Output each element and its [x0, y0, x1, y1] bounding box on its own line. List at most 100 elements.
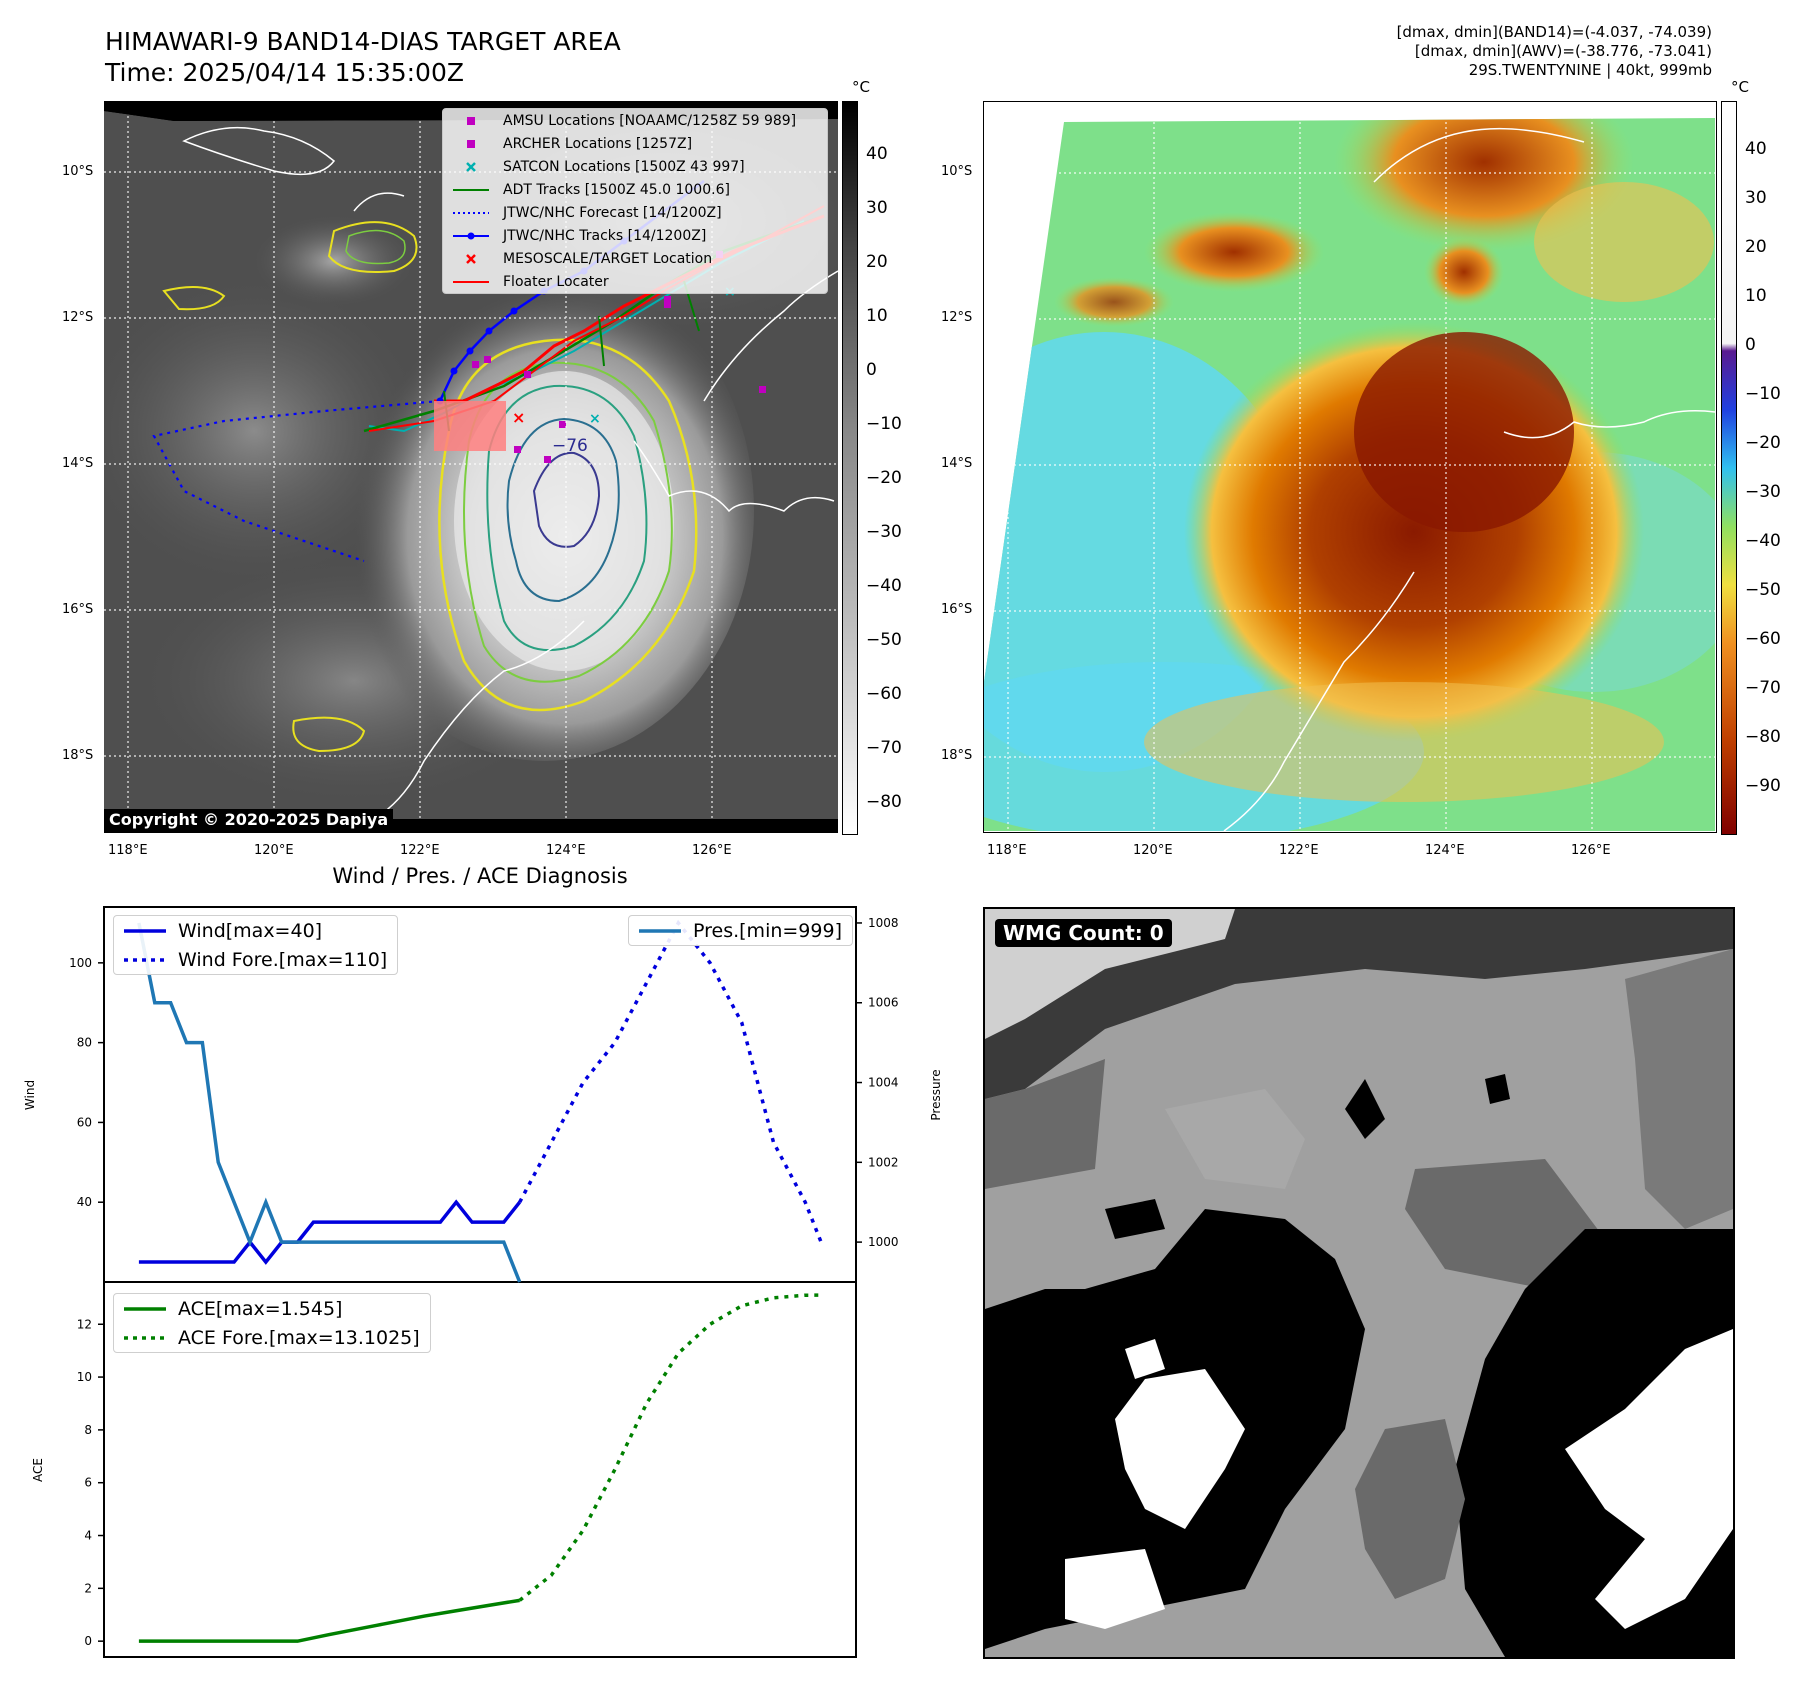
center-temperature-label: −76: [552, 436, 588, 456]
svg-text:×: ×: [589, 411, 601, 427]
figure-title: HIMAWARI-9 BAND14-DIAS TARGET AREA Time:…: [105, 26, 621, 88]
wind-series-forecast: [518, 919, 823, 1243]
ir-legend-swatch: [451, 206, 491, 220]
wind-series-observed: [138, 1199, 522, 1265]
ir-colorbar-unit: °C: [852, 78, 870, 96]
ir-colorbar-ticks: 40 30 20 10 0 −10 −20 −30 −40 −50 −60 −70 −80: [866, 101, 926, 833]
ir-colorbar-tick: 20: [866, 252, 888, 272]
awv-colorbar: [1721, 101, 1737, 835]
pressure-legend: Pres.[min=999]: [628, 915, 853, 946]
wind-ytick-label: 80: [77, 1036, 92, 1050]
wind-ytick-label: 40: [77, 1195, 92, 1209]
ir-lon-label: 122°E: [400, 843, 440, 858]
ir-lon-label: 126°E: [692, 843, 732, 858]
ir-legend-swatch: [451, 114, 491, 128]
ace-ytick-label: 10: [77, 1370, 92, 1384]
ir-lon-label: 120°E: [254, 843, 294, 858]
awv-map-image: [984, 118, 1715, 831]
ir-legend-swatch: [451, 229, 491, 243]
ir-colorbar-tick: −80: [866, 792, 902, 812]
awv-lat-label: 12°S: [941, 310, 973, 325]
ir-colorbar-tick: 30: [866, 198, 888, 218]
awv-colorbar-tick: 40: [1745, 139, 1767, 159]
awv-lon-label: 118°E: [987, 843, 1027, 858]
title-line-1: HIMAWARI-9 BAND14-DIAS TARGET AREA: [105, 27, 621, 56]
awv-lon-label: 124°E: [1425, 843, 1465, 858]
ir-colorbar-tick: −70: [866, 738, 902, 758]
ir-legend-label: JTWC/NHC Forecast [14/1200Z]: [503, 204, 722, 221]
diag-title: Wind / Pres. / ACE Diagnosis: [332, 864, 628, 888]
pressure-ytick-label: 1008: [868, 916, 899, 930]
pressure-legend-label: Pres.[min=999]: [693, 919, 842, 942]
ace-ytick-label: 2: [84, 1581, 92, 1595]
awv-colorbar-tick: −60: [1745, 629, 1781, 649]
awv-colorbar-tick: −30: [1745, 482, 1781, 502]
awv-lon-label: 122°E: [1279, 843, 1319, 858]
awv-colorbar-tick: 10: [1745, 286, 1767, 306]
ir-colorbar-tick: −10: [866, 414, 902, 434]
ir-legend-swatch: [451, 275, 491, 289]
ir-legend-item: ARCHER Locations [1257Z]: [443, 132, 827, 155]
diag-chart: 40 60 80 100 1000 1002 1004 1006 1008 0 2 4 6 8 10 12…: [23, 906, 943, 1658]
ir-colorbar-tick: 0: [866, 360, 877, 380]
ace-series-observed: [138, 1598, 520, 1643]
info-line-3: 29S.TWENTYNINE | 40kt, 999mb: [1468, 61, 1712, 79]
ir-legend-swatch: [451, 252, 491, 266]
awv-lat-label: 14°S: [941, 456, 973, 471]
ace-ytick-label: 8: [84, 1423, 92, 1437]
pressure-ytick-label: 1006: [868, 996, 899, 1010]
ir-colorbar-tick: −60: [866, 684, 902, 704]
awv-lat-label: 16°S: [941, 602, 973, 617]
ir-legend-item: SATCON Locations [1500Z 43 997]: [443, 155, 827, 178]
awv-colorbar-unit: °C: [1731, 78, 1749, 96]
awv-colorbar-tick: 20: [1745, 237, 1767, 257]
ir-colorbar-tick: 10: [866, 306, 888, 326]
ace-axis-label: ACE: [31, 1458, 45, 1482]
ace-legend: ACE[max=1.545] ACE Fore.[max=13.1025]: [113, 1293, 431, 1353]
ir-lat-label: 18°S: [62, 748, 94, 763]
ir-legend-label: ARCHER Locations [1257Z]: [503, 135, 693, 152]
awv-colorbar-tick: −70: [1745, 678, 1781, 698]
storm-info: [dmax, dmin](BAND14)=(-4.037, -74.039) […: [1397, 23, 1712, 80]
ir-legend-item: JTWC/NHC Forecast [14/1200Z]: [443, 201, 827, 224]
ir-legend-label: AMSU Locations [NOAAMC/1258Z 59 989]: [503, 112, 797, 129]
awv-colorbar-tick: 30: [1745, 188, 1767, 208]
awv-colorbar-tick: 0: [1745, 335, 1756, 355]
awv-lon-label: 120°E: [1133, 843, 1173, 858]
ace-series-forecast: [518, 1293, 822, 1602]
ir-legend-swatch: [451, 183, 491, 197]
ace-axes: [103, 1281, 857, 1658]
ir-legend-item: MESOSCALE/TARGET Location: [443, 247, 827, 270]
awv-colorbar-tick: −80: [1745, 727, 1781, 747]
wmg-panel: WMG Count: 0: [983, 907, 1735, 1659]
awv-colorbar-tick: −90: [1745, 776, 1781, 796]
svg-text:×: ×: [512, 408, 525, 427]
awv-lon-label: 126°E: [1571, 843, 1611, 858]
wmg-image: [985, 909, 1733, 1657]
pressure-axis-label: Pressure: [929, 1069, 943, 1120]
awv-lat-label: 10°S: [941, 164, 973, 179]
ir-lat-label: 14°S: [62, 456, 94, 471]
awv-map-panel: [983, 101, 1717, 833]
pressure-ytick-label: 1000: [868, 1235, 899, 1249]
ir-legend-label: SATCON Locations [1500Z 43 997]: [503, 158, 745, 175]
ace-ytick-label: 12: [77, 1317, 92, 1331]
ir-lat-label: 10°S: [62, 164, 94, 179]
ir-legend-item: JTWC/NHC Tracks [14/1200Z]: [443, 224, 827, 247]
awv-colorbar-tick: −10: [1745, 384, 1781, 404]
ir-legend-label: ADT Tracks [1500Z 45.0 1000.6]: [503, 181, 730, 198]
ir-map-legend: AMSU Locations [NOAAMC/1258Z 59 989] ARCH…: [442, 108, 828, 294]
ace-legend-label: ACE[max=1.545]: [178, 1297, 343, 1320]
wmg-count-label: WMG Count: 0: [995, 919, 1172, 947]
info-line-2: [dmax, dmin](AWV)=(-38.776, -73.041): [1414, 42, 1712, 60]
ir-legend-label: JTWC/NHC Tracks [14/1200Z]: [503, 227, 707, 244]
ace-ytick-label: 6: [84, 1476, 92, 1490]
pressure-ytick-label: 1002: [868, 1155, 899, 1169]
wind-ytick-label: 60: [77, 1115, 92, 1129]
wind-legend-label: Wind[max=40]: [178, 919, 323, 942]
ir-lat-label: 16°S: [62, 602, 94, 617]
info-line-1: [dmax, dmin](BAND14)=(-4.037, -74.039): [1396, 23, 1712, 41]
awv-colorbar-ticks: 40 30 20 10 0 −10 −20 −30 −40 −50 −60 −70 −80 −90: [1745, 101, 1795, 833]
ir-legend-label: MESOSCALE/TARGET Location: [503, 250, 713, 267]
pressure-ytick-label: 1004: [868, 1076, 899, 1090]
